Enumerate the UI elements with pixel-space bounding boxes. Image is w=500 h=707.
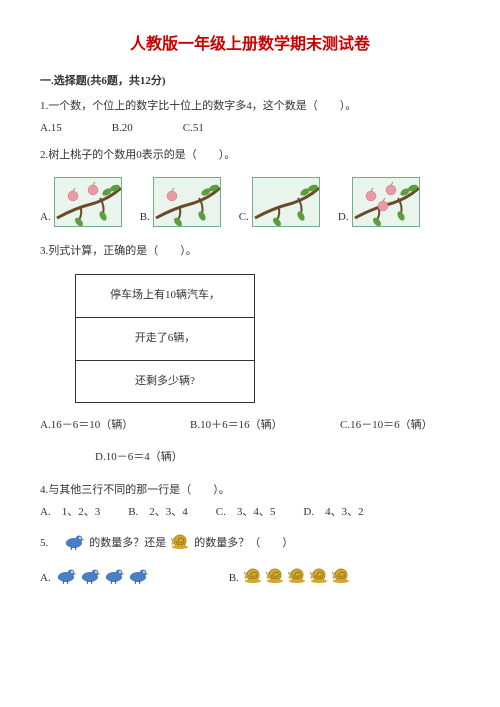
- q4-option-b: B. 2、3、4: [128, 504, 188, 522]
- question-4: 4.与其他三行不同的那一行是（ ）。 A. 1、2、3 B. 2、3、4 C. …: [40, 482, 460, 521]
- q3-option-d-row: D.10－6＝4（辆）: [95, 449, 460, 467]
- section-header: 一.选择题(共6题，共12分): [40, 72, 460, 88]
- word-problem-row3: 还剩多少辆?: [76, 360, 254, 403]
- q4-option-a: A. 1、2、3: [40, 504, 100, 522]
- question-3: 3.列式计算，正确的是（ ）。 停车场上有10辆汽车， 开走了6辆， 还剩多少辆…: [40, 243, 460, 467]
- bird-row: [55, 566, 149, 591]
- snail-icon: [331, 566, 351, 591]
- q2-option-c: C.: [239, 177, 320, 227]
- q3-option-b: B.10＋6＝16（辆）: [190, 417, 300, 435]
- q1-option-b: B.20: [112, 120, 133, 138]
- q3-option-c: C.16－10＝6（辆）: [340, 417, 450, 435]
- q4-option-c: C. 3、4、5: [216, 504, 276, 522]
- q1-option-c: C.51: [183, 120, 204, 138]
- q2-option-d: D.: [338, 177, 420, 227]
- question-2: 2.树上桃子的个数用0表示的是（ ）。 A. B. C.: [40, 147, 460, 227]
- bird-icon: [79, 566, 101, 591]
- q5-mid: 的数量多？还是: [89, 535, 166, 553]
- question-4-text: 4.与其他三行不同的那一行是（ ）。: [40, 482, 460, 500]
- q3-option-a: A.16－6＝10（辆）: [40, 417, 150, 435]
- q2-label-b: B.: [140, 209, 150, 227]
- question-5-text: 5. 的数量多？还是 的数量多？（ ）: [40, 532, 460, 557]
- question-1-text: 1.一个数，个位上的数字比十位上的数字多4，这个数是（ ）。: [40, 98, 460, 116]
- q2-label-a: A.: [40, 209, 51, 227]
- question-3-text: 3.列式计算，正确的是（ ）。: [40, 243, 460, 261]
- question-2-images: A. B. C.: [40, 177, 460, 227]
- snail-icon: [287, 566, 307, 591]
- question-5-options: A. B.: [40, 566, 460, 591]
- bird-icon: [127, 566, 149, 591]
- question-4-options: A. 1、2、3 B. 2、3、4 C. 3、4、5 D. 4、3、2: [40, 504, 460, 522]
- page-title: 人教版一年级上册数学期末测试卷: [40, 30, 460, 54]
- snail-icon: [265, 566, 285, 591]
- q3-option-d: D.10－6＝4（辆）: [95, 451, 183, 463]
- q5-option-b: B.: [229, 566, 351, 591]
- question-1-options: A.15 B.20 C.51: [40, 120, 460, 138]
- question-3-options: A.16－6＝10（辆） B.10＋6＝16（辆） C.16－10＝6（辆）: [40, 417, 460, 435]
- q2-label-d: D.: [338, 209, 349, 227]
- word-problem-row1: 停车场上有10辆汽车，: [76, 275, 254, 317]
- word-problem-row2: 开走了6辆，: [76, 317, 254, 360]
- question-1: 1.一个数，个位上的数字比十位上的数字多4，这个数是（ ）。 A.15 B.20…: [40, 98, 460, 137]
- q5-option-a: A.: [40, 566, 149, 591]
- q4-option-d: D. 4、3、2: [303, 504, 363, 522]
- q5-label-b: B.: [229, 570, 239, 588]
- bird-icon: [55, 566, 77, 591]
- bird-icon: [103, 566, 125, 591]
- branch-image-d: [352, 177, 420, 227]
- snail-icon: [309, 566, 329, 591]
- q1-option-a: A.15: [40, 120, 62, 138]
- q2-option-b: B.: [140, 177, 221, 227]
- q2-label-c: C.: [239, 209, 249, 227]
- word-problem-box: 停车场上有10辆汽车， 开走了6辆， 还剩多少辆?: [75, 274, 255, 403]
- branch-image-b: [153, 177, 221, 227]
- snail-row: [243, 566, 351, 591]
- q5-suffix: 的数量多？（ ）: [194, 535, 293, 553]
- bird-icon: [63, 532, 85, 557]
- q5-prefix: 5.: [40, 535, 59, 553]
- snail-icon: [243, 566, 263, 591]
- question-5: 5. 的数量多？还是 的数量多？（ ） A.: [40, 532, 460, 591]
- snail-icon: [170, 532, 190, 557]
- branch-image-c: [252, 177, 320, 227]
- q2-option-a: A.: [40, 177, 122, 227]
- question-2-text: 2.树上桃子的个数用0表示的是（ ）。: [40, 147, 460, 165]
- q5-label-a: A.: [40, 570, 51, 588]
- branch-image-a: [54, 177, 122, 227]
